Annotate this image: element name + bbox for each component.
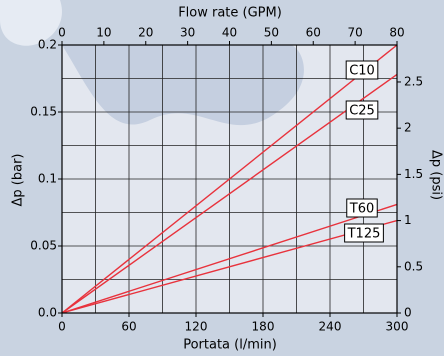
series-label: C25: [349, 104, 375, 119]
series-label: T125: [347, 227, 381, 242]
y2-tick-label: 0.5: [404, 259, 423, 273]
series-line: [61, 203, 398, 314]
background-blob: [0, 0, 62, 46]
top-axis-title: Flow rate (GPM): [178, 6, 282, 21]
series-line: [61, 73, 398, 314]
series-line: [61, 219, 398, 314]
y-tick-label: 0.0: [38, 306, 57, 320]
x-tick-label: 300: [386, 320, 409, 334]
series-label: T60: [349, 202, 374, 217]
x-tick-label: 0: [58, 320, 66, 334]
y-tick-label: 0.2: [38, 38, 57, 52]
x2-tick-label: 40: [222, 26, 237, 40]
series-label-box: [346, 198, 378, 218]
series-line: [61, 44, 398, 314]
x2-tick-label: 70: [347, 26, 362, 40]
y2-tick-label: 1.5: [404, 167, 423, 181]
y2-tick-label: 2: [404, 121, 412, 135]
lines: [61, 44, 398, 314]
series-label-box: [344, 223, 384, 243]
y2-tick-label: 2.5: [404, 74, 423, 88]
x2-tick-label: 10: [96, 26, 111, 40]
y-tick-label: 0.15: [30, 105, 57, 119]
y2-tick-label: 1: [404, 213, 412, 227]
x2-tick-label: 50: [264, 26, 279, 40]
x-tick-label: 180: [252, 320, 275, 334]
x2-tick-label: 0: [58, 26, 66, 40]
y-tick-label: 0.05: [30, 239, 57, 253]
x-axis-title: Portata (l/min): [183, 338, 277, 353]
y2-tick-label: 0: [404, 306, 412, 320]
x-tick-label: 240: [319, 320, 342, 334]
background-blob: [62, 45, 304, 126]
x2-tick-label: 80: [389, 26, 404, 40]
x-tick-label: 120: [185, 320, 208, 334]
y-tick-label: 0.1: [38, 172, 57, 186]
x-tick-label: 60: [121, 320, 136, 334]
y-axis-title: Δp (bar): [11, 154, 26, 207]
x2-tick-label: 20: [138, 26, 153, 40]
series-label-box: [345, 100, 379, 120]
y2-axis-title: Δp (psi): [429, 150, 444, 200]
x2-tick-label: 30: [180, 26, 195, 40]
x2-tick-label: 60: [306, 26, 321, 40]
series-label-box: [345, 60, 379, 80]
series-label: C10: [349, 64, 375, 79]
